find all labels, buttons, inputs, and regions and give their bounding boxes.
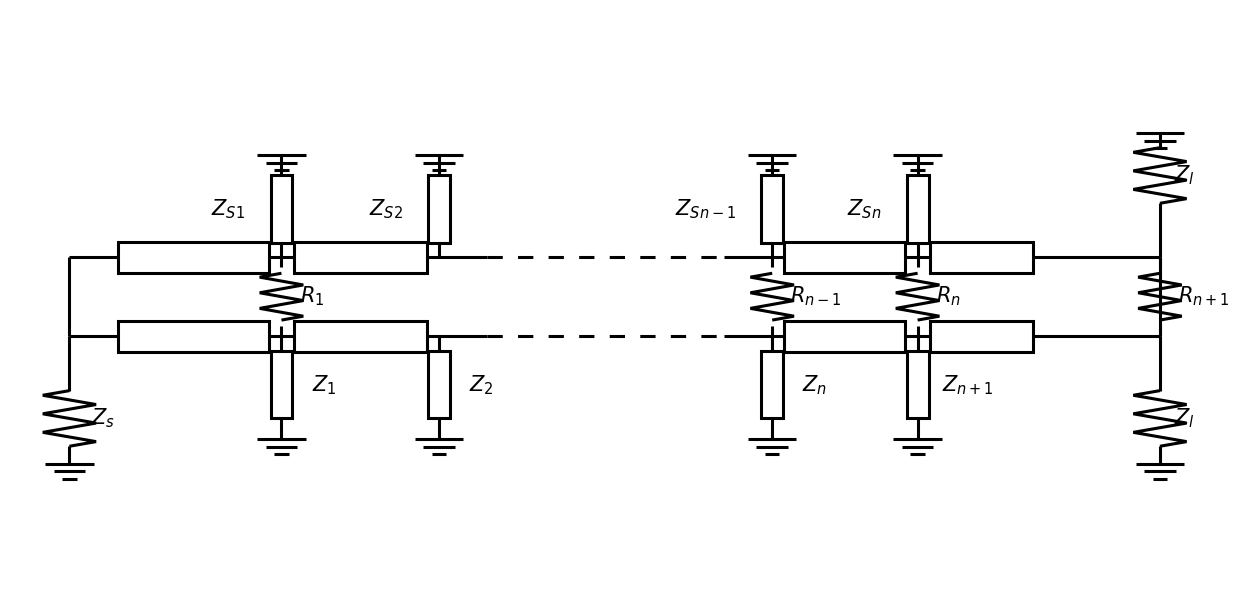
Text: $R_1$: $R_1$	[300, 285, 324, 309]
Text: $R_{n+1}$: $R_{n+1}$	[1178, 285, 1230, 309]
Bar	[270, 176, 293, 243]
Bar	[428, 351, 450, 418]
Text: $R_n$: $R_n$	[936, 285, 961, 309]
Bar	[118, 322, 269, 352]
Bar	[930, 322, 1033, 352]
Bar	[785, 322, 905, 352]
Text: $R_{n-1}$: $R_{n-1}$	[790, 285, 842, 309]
Text: $Z_{Sn}$: $Z_{Sn}$	[847, 197, 882, 221]
Text: $Z_2$: $Z_2$	[469, 373, 494, 397]
Text: $Z_1$: $Z_1$	[311, 373, 336, 397]
Bar	[428, 176, 450, 243]
Text: $Z_n$: $Z_n$	[802, 373, 827, 397]
Text: $Z_l$: $Z_l$	[1174, 164, 1195, 187]
Text: $Z_l$: $Z_l$	[1174, 407, 1195, 430]
Bar	[906, 351, 929, 418]
Bar	[270, 351, 293, 418]
Text: $Z_{S1}$: $Z_{S1}$	[211, 197, 246, 221]
Bar	[785, 242, 905, 272]
Bar	[761, 351, 784, 418]
Text: $Z_{Sn-1}$: $Z_{Sn-1}$	[675, 197, 735, 221]
Text: $Z_{S2}$: $Z_{S2}$	[368, 197, 403, 221]
Bar	[906, 176, 929, 243]
Text: $Z_{n+1}$: $Z_{n+1}$	[942, 373, 993, 397]
Text: $Z_s$: $Z_s$	[92, 407, 115, 430]
Bar	[761, 176, 784, 243]
Bar	[294, 322, 427, 352]
Bar	[930, 242, 1033, 272]
Bar	[118, 242, 269, 272]
Bar	[294, 242, 427, 272]
